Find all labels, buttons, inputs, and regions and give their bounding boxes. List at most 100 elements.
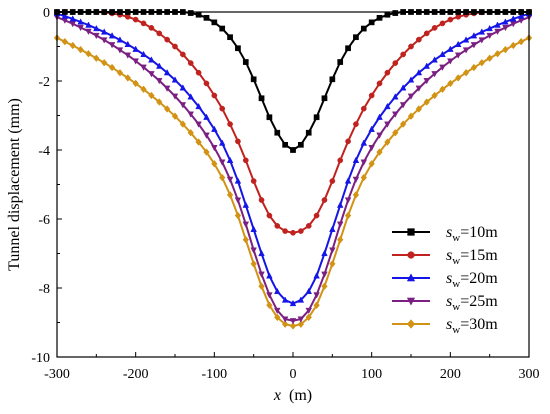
data-point: [353, 34, 359, 41]
data-point: [305, 287, 313, 295]
data-point: [321, 197, 328, 203]
data-point: [337, 235, 344, 244]
legend-item: sw=20m: [392, 270, 498, 290]
data-point: [155, 78, 163, 85]
data-point: [360, 173, 367, 182]
data-point: [345, 138, 351, 145]
series-4: [53, 34, 533, 330]
data-point: [140, 50, 147, 58]
data-point: [93, 54, 100, 62]
legend-label: sw=20m: [446, 270, 498, 290]
data-point: [203, 80, 210, 87]
data-point: [108, 32, 116, 39]
legend-label: sw=15m: [446, 247, 498, 267]
data-point: [462, 47, 470, 54]
data-point: [100, 28, 108, 35]
data-point: [69, 15, 77, 22]
data-point: [478, 28, 486, 35]
data-point: [478, 37, 486, 44]
data-point: [329, 225, 336, 232]
data-point: [392, 128, 399, 137]
data-point: [313, 301, 320, 310]
data-point: [187, 128, 194, 137]
data-point: [203, 132, 210, 139]
data-point: [337, 59, 344, 65]
data-point: [132, 16, 139, 23]
y-tick-label: -6: [38, 213, 50, 228]
data-point: [116, 68, 124, 77]
data-point: [399, 84, 407, 91]
data-point: [305, 307, 313, 315]
legend-item: sw=25m: [392, 293, 498, 313]
x-axis-title: x (m): [273, 387, 312, 404]
data-point: [298, 228, 304, 234]
data-point: [470, 42, 478, 49]
data-point: [455, 74, 462, 82]
data-point: [297, 316, 305, 323]
data-point: [281, 320, 289, 328]
legend-label-tail: =10m: [460, 224, 498, 241]
data-point: [266, 301, 273, 310]
data-point: [502, 24, 509, 32]
data-point: [290, 229, 296, 236]
data-point: [408, 43, 414, 50]
data-point: [407, 76, 415, 83]
legend-label-sub: w: [452, 255, 460, 267]
data-point: [305, 129, 312, 136]
data-point: [273, 307, 281, 315]
data-point: [376, 113, 383, 120]
data-point: [77, 24, 84, 32]
data-point: [423, 30, 430, 37]
data-point: [510, 41, 517, 50]
data-point: [163, 105, 171, 113]
data-point: [399, 102, 407, 109]
data-point: [164, 36, 170, 43]
legend-marker: [406, 297, 416, 306]
data-point: [250, 260, 257, 268]
legend-label-main: s: [446, 293, 452, 310]
legend-item: sw=10m: [392, 224, 498, 244]
data-point: [415, 105, 423, 113]
x-tick-label: -300: [44, 367, 70, 382]
y-tick-label: 0: [43, 6, 50, 21]
data-point: [85, 21, 92, 28]
data-point: [258, 249, 265, 257]
data-point: [360, 159, 368, 166]
data-point: [179, 84, 187, 91]
data-point: [258, 197, 265, 203]
data-point: [234, 177, 242, 184]
data-point: [234, 197, 242, 204]
data-point: [376, 132, 383, 139]
data-point: [274, 129, 281, 136]
data-point: [124, 52, 132, 59]
data-point: [391, 93, 399, 100]
data-point: [344, 211, 352, 220]
data-point: [124, 13, 131, 20]
data-point: [156, 98, 163, 106]
data-point: [368, 125, 375, 132]
data-point: [250, 76, 257, 83]
data-point: [124, 40, 132, 48]
data-point: [502, 18, 509, 25]
data-point: [211, 125, 218, 132]
legend-label-main: s: [446, 224, 452, 241]
data-point: [502, 45, 509, 54]
data-point: [195, 69, 202, 76]
data-point: [282, 141, 288, 148]
data-point: [447, 79, 454, 88]
data-point: [250, 247, 257, 254]
data-point: [376, 80, 383, 87]
data-point: [124, 74, 131, 82]
data-point: [298, 141, 304, 148]
data-point: [478, 58, 485, 67]
data-point: [337, 157, 344, 164]
legend-label-sub: w: [452, 278, 460, 290]
legend-label: sw=30m: [446, 316, 498, 336]
data-point: [282, 228, 288, 234]
data-point: [486, 32, 493, 40]
data-point: [353, 121, 359, 127]
data-point: [218, 159, 226, 166]
data-point: [486, 54, 493, 62]
data-point: [172, 43, 178, 50]
data-point: [368, 92, 375, 99]
